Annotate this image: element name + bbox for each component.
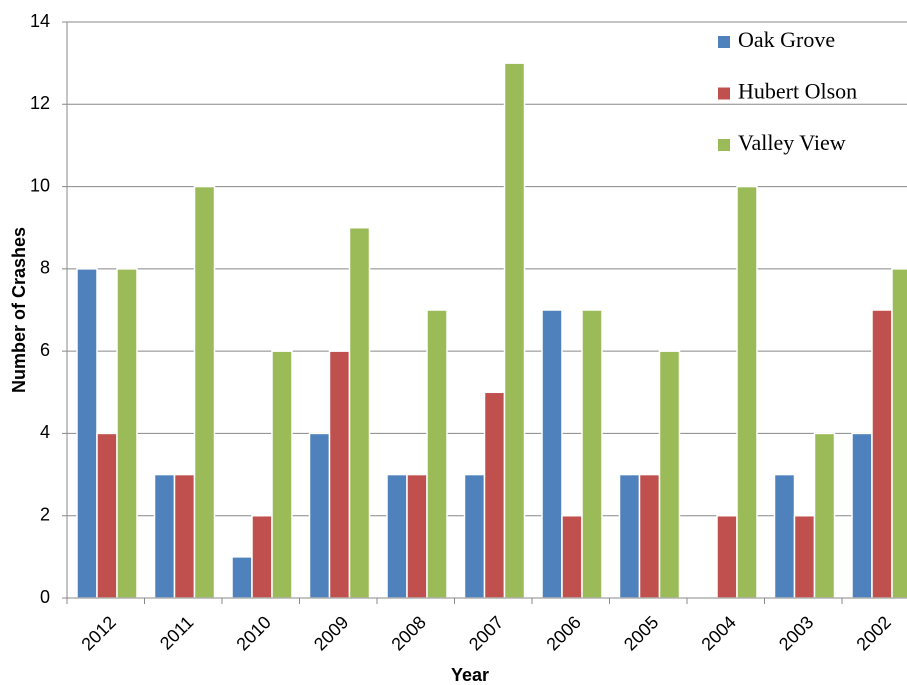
y-tick-label: 8	[40, 258, 50, 278]
bar	[153, 473, 176, 599]
legend-swatch	[718, 36, 730, 48]
bar	[426, 309, 448, 599]
bar	[618, 473, 641, 599]
bar	[581, 309, 603, 599]
y-tick-label: 2	[40, 504, 50, 524]
bar	[871, 309, 893, 599]
bar	[406, 473, 428, 599]
x-tick-label: 2003	[775, 612, 817, 654]
bar	[813, 432, 836, 599]
bar	[193, 185, 216, 599]
bar	[773, 473, 796, 599]
legend-swatch	[718, 139, 730, 151]
bar	[271, 350, 293, 599]
y-tick-label: 10	[30, 175, 50, 195]
bar	[793, 514, 816, 599]
bar	[96, 432, 118, 599]
bar	[891, 268, 907, 599]
bar	[638, 473, 661, 599]
bar	[561, 514, 583, 599]
x-tick-label: 2010	[232, 612, 274, 654]
bar	[76, 268, 98, 599]
y-tick-label: 0	[40, 587, 50, 607]
legend-label: Valley View	[738, 130, 846, 155]
bar	[503, 62, 526, 599]
y-tick-label: 12	[30, 93, 50, 113]
bar	[386, 473, 408, 599]
x-tick-label: 2006	[542, 612, 584, 654]
legend-swatch	[718, 87, 730, 100]
x-tick-label: 2011	[156, 612, 198, 654]
bar	[851, 432, 873, 599]
legend-label: Oak Grove	[738, 27, 835, 52]
y-tick-label: 6	[40, 340, 50, 360]
bar	[308, 432, 331, 599]
y-axis-title: Number of Crashes	[9, 227, 29, 393]
y-tick-label: 4	[40, 422, 50, 442]
legend-label: Hubert Olson	[738, 79, 857, 104]
bar	[716, 514, 738, 599]
bar	[658, 350, 681, 599]
x-tick-label: 2012	[77, 612, 119, 654]
bar	[231, 556, 253, 599]
x-tick-label: 2009	[310, 612, 352, 654]
x-tick-label: 2008	[387, 612, 429, 654]
bar	[328, 350, 351, 599]
x-tick-label: 2002	[852, 612, 894, 654]
bar	[348, 226, 371, 599]
bar	[251, 514, 273, 599]
bar	[483, 391, 506, 599]
x-axis-title: Year	[451, 665, 489, 685]
x-tick-label: 2007	[465, 612, 507, 654]
bar	[116, 268, 138, 599]
x-tick-label: 2005	[620, 612, 662, 654]
x-tick-label: 2004	[697, 612, 739, 654]
bar	[173, 473, 196, 599]
y-tick-label: 14	[30, 11, 50, 31]
bar	[736, 185, 758, 599]
bar	[463, 473, 486, 599]
bar	[541, 309, 563, 599]
